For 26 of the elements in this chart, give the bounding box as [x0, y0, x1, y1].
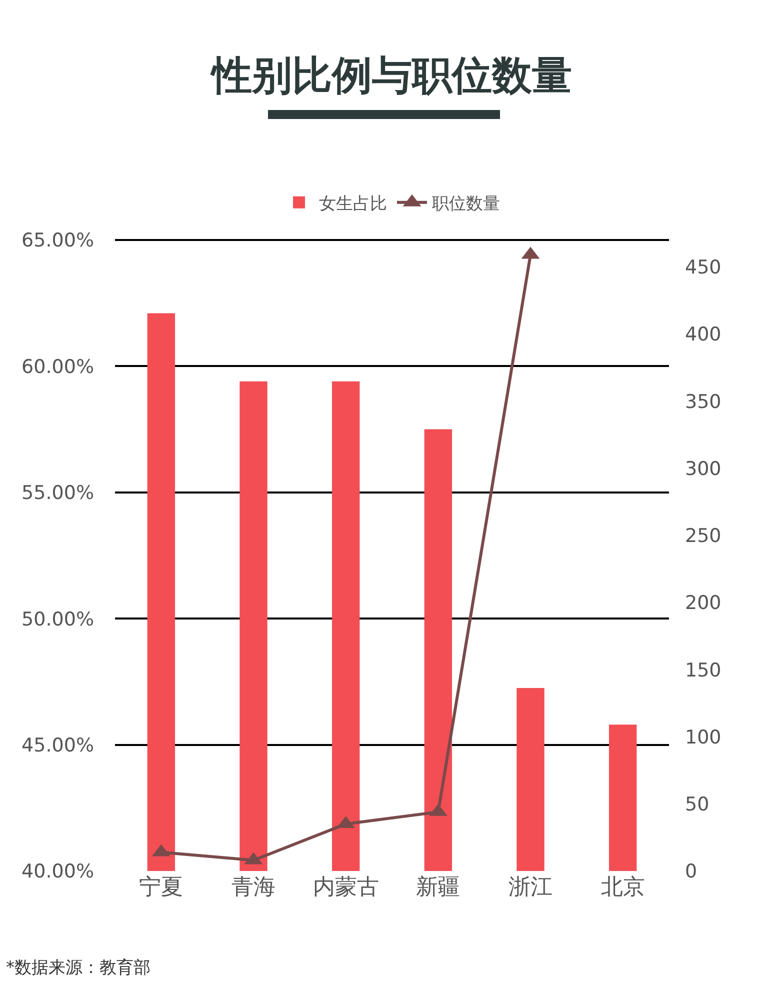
y-tick-label: 55.00% [22, 482, 94, 504]
y2-tick-label: 100 [685, 726, 722, 748]
y-tick-label: 50.00% [22, 608, 94, 630]
y2-tick-label: 0 [685, 860, 698, 883]
x-tick-label: 宁夏 [139, 875, 184, 900]
chart-title: 性别比例与职位数量 [210, 53, 572, 99]
legend-label: 女生占比 [319, 194, 387, 214]
y2-tick-label: 150 [685, 659, 722, 682]
y2-tick-label: 250 [685, 525, 722, 548]
y2-tick-label: 300 [685, 458, 722, 480]
y-tick-label: 65.00% [22, 230, 94, 252]
x-tick-label: 青海 [232, 875, 276, 900]
y2-tick-label: 350 [685, 390, 722, 413]
y2-tick-label: 200 [685, 592, 722, 614]
x-tick-label: 北京 [600, 875, 645, 900]
y-tick-label: 60.00% [22, 356, 94, 378]
y2-tick-label: 450 [685, 256, 722, 278]
text: *数据来源：教育部 [6, 958, 150, 978]
y2-tick-label: 50 [685, 794, 710, 816]
y2-tick-label: 400 [685, 324, 722, 346]
y-tick-label: 45.00% [22, 734, 94, 756]
x-tick-label: 内蒙古 [312, 875, 379, 900]
y-tick-label: 40.00% [22, 860, 94, 883]
legend-label: 职位数量 [432, 194, 500, 214]
x-tick-label: 新疆 [416, 875, 460, 900]
x-tick-label: 浙江 [508, 875, 552, 900]
